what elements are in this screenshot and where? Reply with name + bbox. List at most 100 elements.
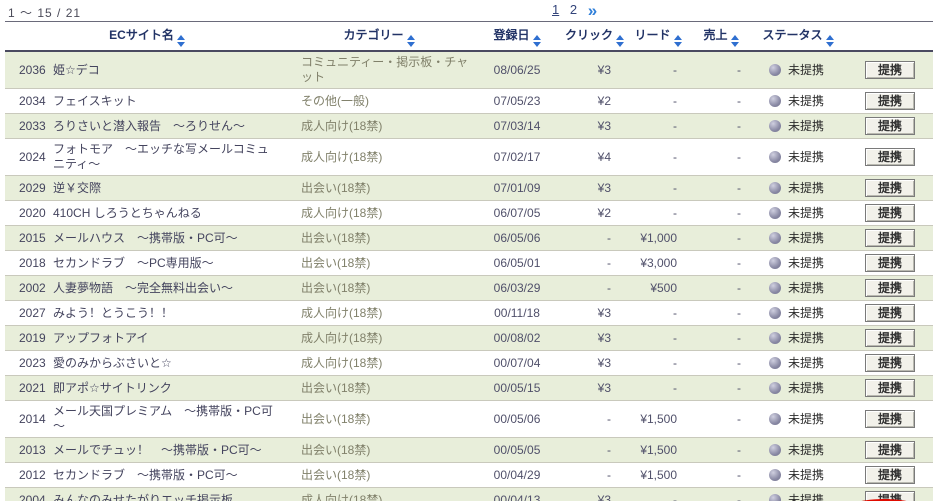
table-row: 2015 メールハウス ～携帯版・PC可～ 出会い(18禁) 06/05/06 … [5, 225, 934, 251]
site-name: 人妻夢物語 ～完全無料出会い～ [53, 275, 290, 301]
click-value: - [565, 225, 624, 251]
status-label: 未提携 [788, 280, 825, 295]
status-cell: 未提携 [749, 325, 848, 351]
sort-icon[interactable] [406, 35, 415, 47]
affiliate-button[interactable]: 提携 [865, 179, 916, 197]
sort-icon[interactable] [730, 35, 739, 47]
status-cell: 未提携 [749, 350, 848, 376]
table-row: 2027 みよう！とうこう！！ 成人向け(18禁) 00/11/18 ¥3 - … [5, 300, 934, 326]
click-value: ¥3 [565, 113, 624, 139]
status-ball-icon [769, 281, 782, 294]
affiliate-button[interactable]: 提携 [865, 491, 916, 501]
header-registration-date[interactable]: 登録日 [469, 21, 566, 52]
registration-date: 07/01/09 [469, 175, 566, 201]
row-id: 2004 [5, 487, 53, 501]
category: コミュニティー・掲示板・チャット [289, 51, 470, 89]
affiliate-button[interactable]: 提携 [865, 148, 916, 166]
row-id: 2018 [5, 250, 53, 276]
site-name: 即アポ☆サイトリンク [53, 375, 290, 401]
status-label: 未提携 [788, 355, 825, 370]
action-cell: 提携 [847, 487, 934, 501]
affiliate-button[interactable]: 提携 [865, 441, 916, 459]
site-name: メール天国プレミアム ～携帯版・PC可～ [53, 400, 290, 438]
click-value: ¥2 [565, 88, 624, 114]
row-id: 2033 [5, 113, 53, 139]
status-ball-icon [769, 306, 782, 319]
sort-icon[interactable] [825, 35, 834, 47]
status-label: 未提携 [788, 149, 825, 164]
lead-value: ¥3,000 [623, 250, 694, 276]
site-name: 姫☆デコ [53, 51, 290, 89]
lead-value: - [623, 325, 694, 351]
table-row: 2019 アップフォトアイ 成人向け(18禁) 00/08/02 ¥3 - - … [5, 325, 934, 351]
category: 出会い(18禁) [289, 250, 470, 276]
sort-icon[interactable] [673, 35, 682, 47]
registration-date: 00/07/04 [469, 350, 566, 376]
status-ball-icon [769, 331, 782, 344]
affiliate-button[interactable]: 提携 [865, 304, 916, 322]
category: 成人向け(18禁) [289, 300, 470, 326]
category: 出会い(18禁) [289, 175, 470, 201]
sort-icon[interactable] [176, 35, 185, 47]
status-label: 未提携 [788, 380, 825, 395]
status-cell: 未提携 [749, 51, 848, 89]
header-click[interactable]: クリック [565, 21, 625, 52]
affiliate-button[interactable]: 提携 [865, 61, 916, 79]
click-value: ¥3 [565, 175, 624, 201]
table-row: 2018 セカンドラブ ～PC専用版～ 出会い(18禁) 06/05/01 - … [5, 250, 934, 276]
lead-value: - [623, 375, 694, 401]
action-cell: 提携 [847, 400, 934, 438]
category: 出会い(18禁) [289, 375, 470, 401]
click-value: - [565, 275, 624, 301]
affiliate-button[interactable]: 提携 [865, 329, 916, 347]
status-ball-icon [769, 150, 782, 163]
header-site-name[interactable]: ECサイト名 [5, 21, 290, 52]
sort-icon[interactable] [532, 35, 541, 47]
affiliate-button[interactable]: 提携 [865, 92, 916, 110]
next-page-icon[interactable]: » [587, 1, 598, 20]
affiliate-button[interactable]: 提携 [865, 204, 916, 222]
category: 成人向け(18禁) [289, 200, 470, 226]
action-cell: 提携 [847, 225, 934, 251]
sort-icon[interactable] [616, 35, 625, 47]
affiliate-button[interactable]: 提携 [865, 379, 916, 397]
header-action [847, 21, 934, 52]
site-name: 愛のみからぶさいと☆ [53, 350, 290, 376]
header-sales[interactable]: 売上 [693, 21, 750, 52]
category: 成人向け(18禁) [289, 350, 470, 376]
row-id: 2020 [5, 200, 53, 226]
registration-date: 06/05/01 [469, 250, 566, 276]
affiliate-button[interactable]: 提携 [865, 410, 916, 428]
lead-value: - [623, 200, 694, 226]
category: 出会い(18禁) [289, 225, 470, 251]
table-row: 2004 みんなのみせたがりエッチ掲示板 成人向け(18禁) 00/04/13 … [5, 487, 934, 501]
row-id: 2029 [5, 175, 53, 201]
table-row: 2013 メールでチュッ！ ～携帯版・PC可～ 出会い(18禁) 00/05/0… [5, 437, 934, 463]
affiliate-table: ECサイト名 カテゴリー 登録日 クリック リード 売上 ステー [5, 21, 934, 501]
affiliate-button[interactable]: 提携 [865, 117, 916, 135]
status-label: 未提携 [788, 93, 825, 108]
site-name: みんなのみせたがりエッチ掲示板 [53, 487, 290, 501]
row-id: 2034 [5, 88, 53, 114]
status-label: 未提携 [788, 411, 825, 426]
header-lead[interactable]: リード [623, 21, 694, 52]
status-cell: 未提携 [749, 250, 848, 276]
registration-date: 00/11/18 [469, 300, 566, 326]
site-name: フォトモア ～エッチな写メールコミュニティ～ [53, 138, 290, 176]
affiliate-button[interactable]: 提携 [865, 279, 916, 297]
status-label: 未提携 [788, 305, 825, 320]
header-category[interactable]: カテゴリー [289, 21, 470, 52]
header-status[interactable]: ステータス [749, 21, 848, 52]
sales-value: - [693, 113, 750, 139]
affiliate-button[interactable]: 提携 [865, 466, 916, 484]
status-cell: 未提携 [749, 138, 848, 176]
affiliate-button[interactable]: 提携 [865, 354, 916, 372]
affiliate-button[interactable]: 提携 [865, 254, 916, 272]
click-value: - [565, 400, 624, 438]
lead-value: - [623, 51, 694, 89]
affiliate-button[interactable]: 提携 [865, 229, 916, 247]
page-link-1[interactable]: 1 [552, 2, 560, 17]
page-link-2[interactable]: 2 [569, 2, 578, 17]
action-cell: 提携 [847, 300, 934, 326]
lead-value: - [623, 487, 694, 501]
